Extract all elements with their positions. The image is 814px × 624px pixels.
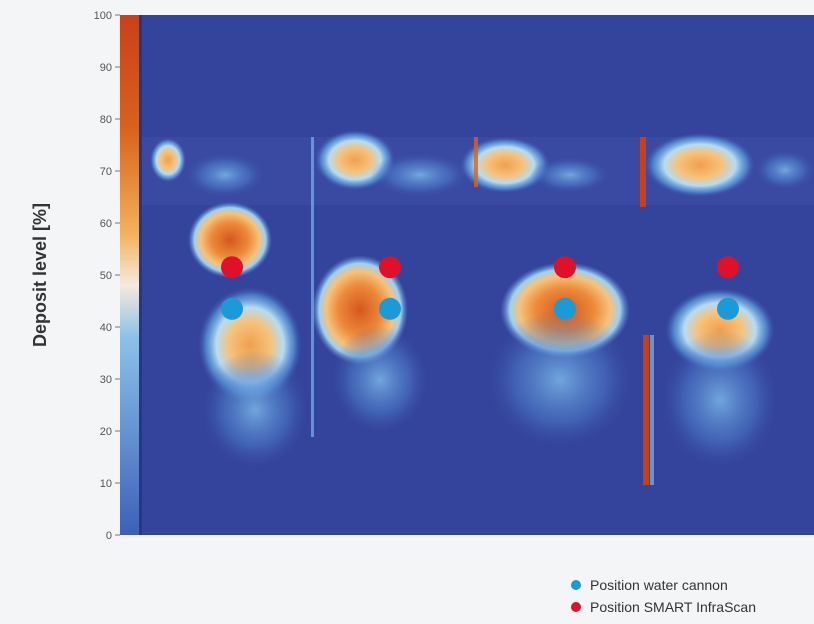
- y-tick-label: 90: [100, 62, 112, 74]
- legend-label-infrascan: Position SMART InfraScan: [590, 599, 756, 615]
- y-tick-label: 20: [100, 426, 112, 438]
- water-cannon-marker: [554, 297, 576, 320]
- y-tick-label: 80: [100, 114, 112, 126]
- y-tick-label: 40: [100, 322, 112, 334]
- left-color-column: [120, 15, 139, 535]
- infrascan-marker: [554, 256, 576, 279]
- y-axis: 0 10 20 30 40 50 60 70 80 90 100: [94, 10, 120, 542]
- markers: [221, 256, 739, 320]
- streak: [474, 137, 478, 187]
- water-cannon-marker: [221, 297, 243, 320]
- y-axis-label: Deposit level [%]: [30, 203, 50, 347]
- lower-deposit-blobs: [188, 202, 780, 470]
- y-tick-label: 10: [100, 478, 112, 490]
- legend-marker-infrascan: [571, 602, 581, 612]
- y-tick-label: 70: [100, 166, 112, 178]
- water-cannon-marker: [717, 297, 739, 320]
- infrascan-marker: [379, 256, 401, 279]
- streak: [640, 137, 646, 207]
- legend-marker-water-cannon: [571, 580, 581, 590]
- y-tick-label: 60: [100, 218, 112, 230]
- water-cannon-marker: [379, 297, 401, 320]
- infrascan-marker: [221, 256, 243, 279]
- y-tick-label: 100: [94, 10, 112, 22]
- streak: [643, 335, 649, 485]
- legend: Position water cannon Position SMART Inf…: [571, 577, 756, 615]
- y-tick-label: 0: [106, 530, 112, 542]
- heatmap-area: [120, 15, 814, 535]
- y-tick-label: 50: [100, 270, 112, 282]
- infrascan-marker: [717, 256, 739, 279]
- streak: [650, 335, 654, 485]
- legend-label-water-cannon: Position water cannon: [590, 577, 728, 593]
- streak: [311, 137, 314, 437]
- y-tick-label: 30: [100, 374, 112, 386]
